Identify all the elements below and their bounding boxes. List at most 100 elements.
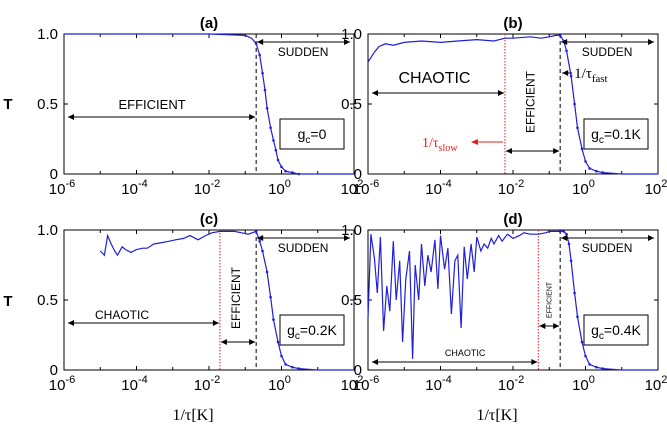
series-point <box>569 74 573 78</box>
x-tick-label: 10-6 <box>353 374 379 394</box>
series-point <box>274 148 278 152</box>
y-tick-label: 1.0 <box>341 222 362 239</box>
panel-label: (a) <box>200 15 218 32</box>
ylabel-top: T <box>3 96 12 113</box>
gc-box <box>583 314 649 346</box>
slow-arrow-head <box>470 139 478 145</box>
chaotic-arrow-head-right <box>497 90 504 96</box>
series-point <box>272 139 275 142</box>
x-tick-label: 10-2 <box>498 374 524 394</box>
series-point <box>276 158 280 162</box>
chaotic-label: CHAOTIC <box>445 348 486 358</box>
x-tick-label: 100 <box>572 374 595 394</box>
x-tick-label: 10-4 <box>425 374 451 394</box>
x-tick-label: 100 <box>268 374 291 394</box>
sudden-arrow-head-right <box>344 39 350 45</box>
x-tick-label: 10-6 <box>49 374 75 394</box>
series-point <box>576 315 579 319</box>
series-point <box>580 147 584 151</box>
x-tick-label: 102 <box>341 178 364 198</box>
gc-label: gc=0 <box>298 126 327 146</box>
y-tick-label: 0.5 <box>37 96 58 113</box>
efficient-label: EFFICIENT <box>546 281 553 318</box>
panel-label: (b) <box>503 15 522 32</box>
series-point <box>284 363 287 366</box>
series-point <box>265 270 269 274</box>
gc-label: gc=0.1K <box>591 126 641 146</box>
sudden-label: SUDDEN <box>582 241 633 255</box>
series-point <box>261 71 264 75</box>
series-point <box>588 363 591 366</box>
x-tick-label: 10-2 <box>498 178 524 198</box>
series-point <box>276 340 280 344</box>
panel-d: (d)10-6 10-4 10-2 100 10200.51.0SUDDENgc=0.4… <box>341 211 667 394</box>
gc-box <box>279 314 345 346</box>
series-point <box>297 172 301 176</box>
efficient-label: EFFICIENT <box>118 97 185 112</box>
series-point <box>588 167 591 170</box>
efficient-arrow-head-right <box>249 339 256 345</box>
chaotic-arrow-head-left <box>372 90 378 96</box>
gc-label: gc=0.4K <box>591 322 641 342</box>
x-tick-label: 102 <box>645 178 667 198</box>
series-point <box>573 102 576 106</box>
series-point <box>595 169 598 173</box>
y-tick-label: 0.5 <box>341 96 362 113</box>
series-point <box>584 354 587 358</box>
y-tick-label: 0 <box>50 362 58 379</box>
sudden-arrow-head-right <box>344 235 350 241</box>
xlabel-left: 1/τ[K] <box>172 407 213 424</box>
efficient-arrow-head-left <box>68 114 74 120</box>
x-tick-label: 10-6 <box>49 178 75 198</box>
x-tick-label: 10-2 <box>194 374 220 394</box>
sudden-arrow-head-left <box>257 235 264 241</box>
sudden-label: SUDDEN <box>278 45 329 59</box>
chaotic-arrow-head-left <box>68 320 74 326</box>
chaotic-arrow-head-right <box>212 320 219 326</box>
x-tick-label: 100 <box>268 178 291 198</box>
efficient-arrow-head-right <box>249 114 256 120</box>
efficient-arrow-head-right <box>553 148 560 154</box>
panel-a: (a)10-6 10-4 10-2 100 10200.51.0SUDDENgc=0EF… <box>37 15 363 198</box>
y-tick-label: 0 <box>50 166 58 183</box>
gc-box <box>279 118 345 150</box>
fast-label: 1/τfast <box>574 66 607 85</box>
efficient-arrow-head-left <box>220 339 227 345</box>
series-point <box>258 239 261 243</box>
series-point <box>284 169 287 173</box>
series-point <box>263 88 267 92</box>
slow-label: 1/τslow <box>422 136 458 154</box>
series-point <box>584 160 587 163</box>
y-tick-label: 0 <box>354 166 362 183</box>
chaotic-label: CHAOTIC <box>398 70 470 87</box>
efficient-arrow-head-left <box>505 148 512 154</box>
series-point <box>601 367 605 370</box>
series-point <box>297 367 301 370</box>
series-point <box>601 171 605 174</box>
efficient-arrow-head-right <box>553 323 560 329</box>
series-point <box>565 49 568 53</box>
x-tick-label: 102 <box>341 374 364 394</box>
sudden-label: SUDDEN <box>278 241 329 255</box>
x-tick-label: 102 <box>645 374 667 394</box>
gc-box <box>583 118 649 150</box>
series-point <box>291 171 294 174</box>
series-point <box>272 318 275 321</box>
series-point <box>576 126 579 130</box>
panel-label: (d) <box>503 211 522 228</box>
x-tick-label: 100 <box>572 178 595 198</box>
series-point <box>569 259 573 263</box>
series-point <box>562 230 565 233</box>
series-point <box>580 340 584 344</box>
chaotic-arrow-head-right <box>531 359 538 365</box>
sudden-label: SUDDEN <box>582 45 633 59</box>
chaotic-label: CHAOTIC <box>95 308 149 322</box>
series-point <box>567 242 571 246</box>
x-tick-label: 10-4 <box>121 178 147 198</box>
sudden-arrow-head-right <box>648 39 654 45</box>
y-tick-label: 1.0 <box>37 26 58 43</box>
y-tick-label: 0.5 <box>341 292 362 309</box>
gc-label: gc=0.2K <box>287 322 337 342</box>
ylabel-bottom: T <box>3 293 12 310</box>
